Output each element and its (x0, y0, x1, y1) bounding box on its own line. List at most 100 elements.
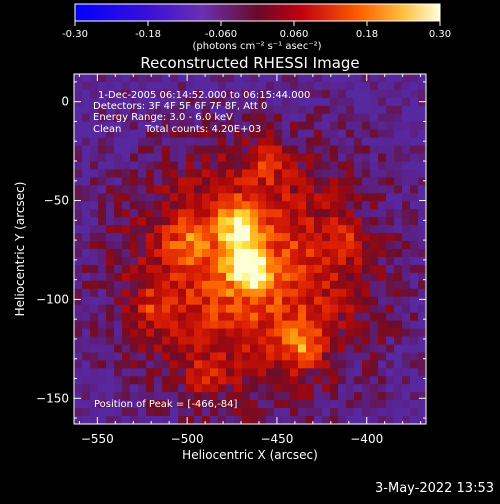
heatmap-cell (74, 280, 83, 290)
heatmap-cell (274, 121, 283, 131)
heatmap-cell (234, 400, 243, 409)
heatmap-cell (290, 256, 299, 266)
heatmap-cell (186, 169, 195, 178)
heatmap-cell (210, 408, 219, 417)
heatmap-cell (178, 105, 187, 115)
heatmap-cell (306, 137, 315, 147)
heatmap-cell (338, 169, 347, 178)
heatmap-cell (106, 312, 115, 322)
heatmap-cell (370, 416, 379, 424)
heatmap-cell (402, 225, 411, 234)
heatmap-cell (122, 360, 131, 369)
heatmap-cell (74, 344, 83, 353)
heatmap-cell (98, 368, 107, 377)
heatmap-cell (234, 81, 243, 91)
heatmap-cell (162, 177, 171, 186)
heatmap-cell (402, 161, 411, 171)
heatmap-cell (266, 74, 275, 83)
heatmap-cell (226, 145, 235, 155)
heatmap-cell (170, 296, 179, 306)
heatmap-cell (178, 161, 187, 171)
heatmap-cell (82, 328, 91, 338)
heatmap-cell (306, 336, 315, 346)
heatmap-cell (234, 161, 243, 171)
heatmap-cell (114, 145, 123, 155)
heatmap-cell (194, 392, 203, 401)
heatmap-cell (234, 177, 243, 186)
heatmap-cell (306, 400, 315, 409)
heatmap-cell (258, 145, 267, 155)
heatmap-cell (218, 185, 227, 194)
heatmap-cell (306, 352, 315, 361)
heatmap-cell (378, 177, 387, 186)
heatmap-cell (338, 145, 347, 155)
heatmap-cell (322, 137, 331, 147)
heatmap-cell (162, 209, 171, 218)
heatmap-cell (98, 352, 107, 361)
heatmap-cell (378, 145, 387, 155)
heatmap-cell (194, 384, 203, 393)
heatmap-cell (186, 256, 195, 266)
heatmap-cell (90, 304, 99, 314)
heatmap-cell (266, 241, 275, 250)
heatmap-cell (290, 352, 299, 361)
heatmap-cell (354, 105, 363, 115)
heatmap-cell (250, 352, 259, 361)
heatmap-cell (90, 129, 99, 139)
heatmap-cell (90, 169, 99, 178)
heatmap-cell (114, 360, 123, 369)
heatmap-cell (306, 408, 315, 417)
heatmap-cell (274, 169, 283, 178)
heatmap-cell (410, 129, 419, 139)
heatmap-cell (162, 304, 171, 314)
heatmap-cell (386, 121, 395, 131)
heatmap-cell (346, 169, 355, 178)
heatmap-cell (322, 185, 331, 194)
heatmap-cell (394, 113, 403, 123)
y-tick-label: −150 (36, 391, 69, 405)
heatmap-cell (386, 225, 395, 234)
heatmap-cell (106, 241, 115, 250)
heatmap-cell (298, 121, 307, 131)
heatmap-cell (410, 368, 419, 377)
heatmap-cell (410, 241, 419, 250)
heatmap-cell (410, 113, 419, 123)
heatmap-cell (362, 89, 371, 99)
heatmap-cell (210, 121, 219, 131)
heatmap-cell (346, 344, 355, 353)
heatmap-cell (114, 193, 123, 202)
heatmap-cell (306, 376, 315, 385)
heatmap-cell (210, 384, 219, 393)
heatmap-cell (202, 288, 211, 298)
heatmap-cell (258, 97, 267, 107)
heatmap-cell (90, 233, 99, 242)
heatmap-cell (346, 352, 355, 361)
heatmap-cell (314, 352, 323, 361)
heatmap-cell (194, 81, 203, 91)
heatmap-cell (322, 105, 331, 115)
heatmap-cell (122, 137, 131, 147)
heatmap-cell (386, 336, 395, 346)
heatmap-cell (234, 288, 243, 298)
heatmap-cell (122, 153, 131, 163)
heatmap-cell (194, 249, 203, 258)
heatmap-cell (186, 249, 195, 258)
colorbar-units-label: (photons cm⁻² s⁻¹ asec⁻²) (192, 41, 321, 52)
heatmap-cell (130, 233, 139, 242)
heatmap-cell (242, 288, 251, 298)
heatmap-cell (130, 145, 139, 155)
heatmap-cell (186, 74, 195, 83)
heatmap-cell (234, 328, 243, 338)
heatmap-cell (114, 129, 123, 139)
heatmap-cell (170, 272, 179, 282)
heatmap-cell (154, 233, 163, 242)
heatmap-cell (210, 296, 219, 306)
heatmap-cell (130, 105, 139, 115)
heatmap-cell (74, 256, 83, 266)
heatmap-cell (386, 161, 395, 171)
heatmap-cell (130, 137, 139, 147)
heatmap-cell (410, 74, 419, 83)
heatmap-cell (322, 280, 331, 290)
heatmap-cell (186, 121, 195, 131)
heatmap-cell (330, 145, 339, 155)
